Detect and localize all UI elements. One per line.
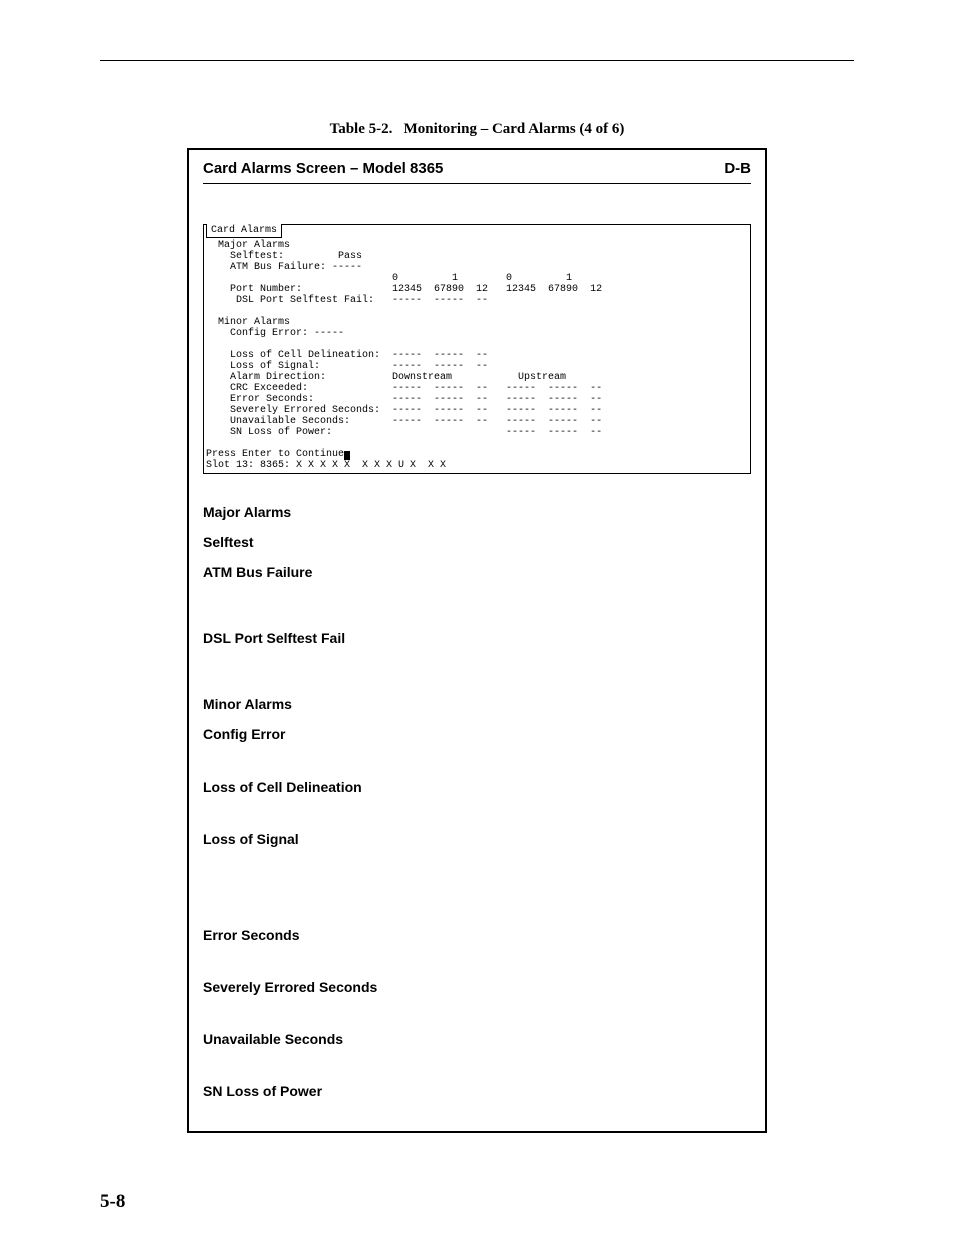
def-atm-bus-failure: ATM Bus Failure (203, 564, 751, 580)
card-title-row: Card Alarms Screen – Model 8365 D-B (203, 160, 751, 184)
caption-label: Table 5-2. (330, 121, 393, 137)
def-dsl-port-selftest-fail: DSL Port Selftest Fail (203, 630, 751, 646)
def-selftest: Selftest (203, 534, 751, 550)
terminal-tab: Card Alarms (206, 224, 282, 238)
term-line: CRC Exceeded: ----- ----- -- ----- -----… (206, 383, 602, 394)
def-major-alarms: Major Alarms (203, 504, 751, 520)
def-severely-errored-seconds: Severely Errored Seconds (203, 979, 751, 995)
caption-text: Monitoring – Card Alarms (4 of 6) (404, 121, 625, 137)
term-line: Minor Alarms (206, 317, 290, 328)
term-line: Error Seconds: ----- ----- -- ----- ----… (206, 394, 602, 405)
def-config-error: Config Error (203, 726, 751, 742)
term-line: Loss of Signal: ----- ----- -- (206, 361, 488, 372)
term-line: Major Alarms (206, 240, 290, 251)
def-loss-of-signal: Loss of Signal (203, 831, 751, 847)
header-rule (100, 60, 854, 61)
def-sn-loss-of-power: SN Loss of Power (203, 1083, 751, 1099)
term-footer: Press Enter to Continue (206, 449, 344, 460)
cursor-icon (344, 451, 350, 460)
table-caption: Table 5-2. Monitoring – Card Alarms (4 o… (100, 121, 854, 138)
card-title: Card Alarms Screen – Model 8365 (203, 160, 443, 177)
term-line: 0 1 0 1 (206, 273, 572, 284)
terminal-screen: Card Alarms Major Alarms Selftest: Pass … (203, 224, 751, 474)
def-minor-alarms: Minor Alarms (203, 696, 751, 712)
card-alarms-panel: Card Alarms Screen – Model 8365 D-B Card… (187, 148, 767, 1133)
term-line: Loss of Cell Delineation: ----- ----- -- (206, 350, 488, 361)
term-line: SN Loss of Power: ----- ----- -- (206, 427, 602, 438)
term-line: Unavailable Seconds: ----- ----- -- ----… (206, 416, 602, 427)
term-line: Selftest: Pass (206, 251, 362, 262)
def-unavailable-seconds: Unavailable Seconds (203, 1031, 751, 1047)
page-number: 5-8 (100, 1191, 125, 1213)
term-line: Port Number: 12345 67890 12 12345 67890 … (206, 284, 602, 295)
def-error-seconds: Error Seconds (203, 927, 751, 943)
term-line: Config Error: ----- (206, 328, 344, 339)
term-footer: Slot 13: 8365: X X X X X X X X U X X X (206, 460, 446, 471)
term-line: DSL Port Selftest Fail: ----- ----- -- (206, 295, 488, 306)
term-line: ATM Bus Failure: ----- (206, 262, 362, 273)
definitions-list: Major Alarms Selftest ATM Bus Failure DS… (203, 504, 751, 1099)
term-line: Severely Errored Seconds: ----- ----- --… (206, 405, 602, 416)
term-line: Alarm Direction: Downstream Upstream (206, 372, 566, 383)
card-tag: D-B (724, 160, 751, 177)
def-loss-cell-delineation: Loss of Cell Delineation (203, 779, 751, 795)
